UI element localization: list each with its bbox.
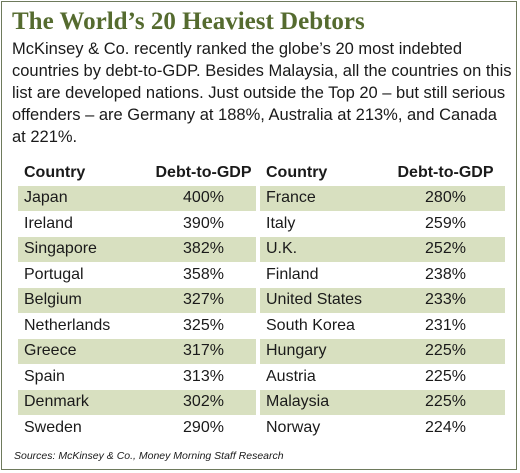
debt-table-right: Country Debt-to-GDP France 280% Italy 259% U… (260, 160, 505, 441)
table-row: Netherlands 325% (18, 313, 263, 339)
debt-cell: 325% (183, 316, 224, 334)
country-cell: United States (260, 287, 386, 313)
table-body-right: France 280% Italy 259% U.K. 252% Finland 238% Un… (260, 185, 505, 441)
country-cell: Finland (266, 265, 319, 283)
debt-cell: 400% (144, 185, 263, 211)
country-cell: South Korea (266, 316, 355, 334)
debt-cell: 290% (183, 418, 224, 436)
debt-cell: 238% (425, 265, 466, 283)
column-header-debt: Debt-to-GDP (397, 163, 494, 181)
column-header-debt: Debt-to-GDP (155, 163, 252, 181)
country-cell: Austria (266, 367, 316, 385)
debt-table-left: Country Debt-to-GDP Japan 400% Ireland 390%… (18, 160, 263, 441)
table-row: Austria 225% (260, 364, 505, 390)
table-header-row: Country Debt-to-GDP (260, 160, 505, 186)
table-body-left: Japan 400% Ireland 390% Singapore 382% Portuga… (18, 185, 263, 441)
table-row: Spain 313% (18, 364, 263, 390)
table-row: Sweden 290% (18, 415, 263, 441)
country-cell: Malaysia (260, 389, 386, 415)
table-row: Norway 224% (260, 415, 505, 441)
country-cell: Japan (18, 185, 144, 211)
debt-cell: 313% (183, 367, 224, 385)
country-cell: Norway (266, 418, 321, 436)
country-cell: Singapore (18, 236, 144, 262)
debt-cell: 225% (386, 389, 505, 415)
table-row: Italy 259% (260, 211, 505, 237)
debt-cell: 358% (183, 265, 224, 283)
intro-text: McKinsey & Co. recently ranked the globe… (12, 40, 512, 146)
debt-cell: 327% (144, 287, 263, 313)
table-row: United States 233% (260, 287, 505, 313)
source-note: Sources: McKinsey & Co., Money Morning S… (14, 450, 284, 462)
debt-cell: 233% (386, 287, 505, 313)
table-row: U.K. 252% (260, 236, 505, 262)
country-cell: Netherlands (24, 316, 111, 334)
debt-cell: 317% (144, 338, 263, 364)
country-cell: France (260, 185, 386, 211)
table-row: Singapore 382% (18, 236, 263, 262)
debt-cell: 280% (386, 185, 505, 211)
debt-cell: 225% (386, 338, 505, 364)
table-row: Denmark 302% (18, 389, 263, 415)
country-cell: Italy (266, 214, 296, 232)
country-cell: U.K. (260, 236, 386, 262)
debt-cell: 231% (425, 316, 466, 334)
debt-cell: 382% (144, 236, 263, 262)
debt-cell: 259% (425, 214, 466, 232)
table-row: Finland 238% (260, 262, 505, 288)
country-cell: Portugal (24, 265, 84, 283)
country-cell: Hungary (260, 338, 386, 364)
column-header-country: Country (24, 163, 86, 181)
table-row: Ireland 390% (18, 211, 263, 237)
table-row: Japan 400% (18, 185, 263, 211)
table-row: South Korea 231% (260, 313, 505, 339)
table-row: Belgium 327% (18, 287, 263, 313)
chart-title: The World’s 20 Heaviest Debtors (12, 8, 365, 35)
debt-cell: 302% (144, 389, 263, 415)
country-cell: Ireland (24, 214, 73, 232)
country-cell: Sweden (24, 418, 82, 436)
table-row: Malaysia 225% (260, 389, 505, 415)
table-divider (256, 160, 260, 440)
table-row: Greece 317% (18, 338, 263, 364)
table-row: Portugal 358% (18, 262, 263, 288)
debt-cell: 225% (425, 367, 466, 385)
country-cell: Belgium (18, 287, 144, 313)
column-header-country: Country (266, 163, 328, 181)
table-header-row: Country Debt-to-GDP (18, 160, 263, 186)
country-cell: Greece (18, 338, 144, 364)
country-cell: Denmark (18, 389, 144, 415)
table-row: Hungary 225% (260, 338, 505, 364)
debt-cell: 252% (386, 236, 505, 262)
debt-cell: 390% (183, 214, 224, 232)
debt-cell: 224% (425, 418, 466, 436)
table-row: France 280% (260, 185, 505, 211)
country-cell: Spain (24, 367, 65, 385)
